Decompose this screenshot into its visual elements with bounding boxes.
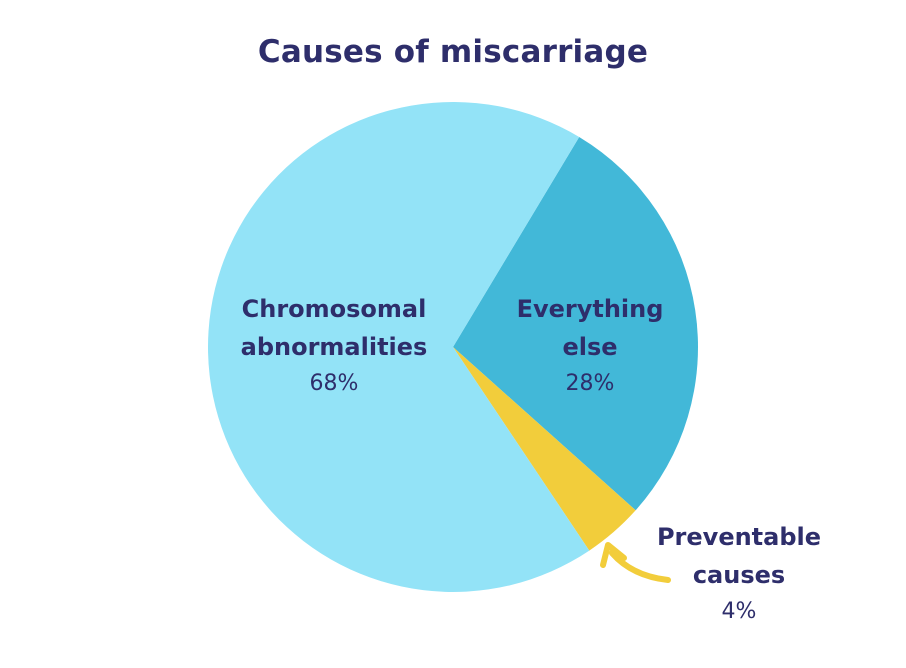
pie-slice-chromosomal: [207, 102, 590, 592]
pie-slice-preventable: [453, 347, 636, 551]
label-preventable-line2: causes: [692, 561, 786, 589]
label-preventable: Preventable causes 4%: [644, 518, 834, 630]
label-preventable-percent: 4%: [721, 599, 757, 624]
label-everything-else: Everything else 28%: [490, 290, 690, 402]
label-everything-else-line1: Everything: [516, 295, 664, 323]
callout-arrow: [609, 550, 671, 583]
label-everything-else-line2: else: [562, 333, 618, 361]
label-chromosomal-line2: abnormalities: [240, 333, 428, 361]
label-chromosomal: Chromosomal abnormalities 68%: [224, 290, 444, 402]
callout-arrowhead: [600, 542, 627, 568]
pie-slices: [207, 102, 698, 592]
pie-slice-everything: [453, 136, 698, 511]
label-preventable-line1: Preventable: [656, 523, 822, 551]
label-chromosomal-line1: Chromosomal: [241, 295, 427, 323]
chart-title: Causes of miscarriage: [257, 34, 649, 70]
label-chromosomal-percent: 68%: [309, 371, 359, 396]
label-everything-else-percent: 28%: [565, 371, 615, 396]
